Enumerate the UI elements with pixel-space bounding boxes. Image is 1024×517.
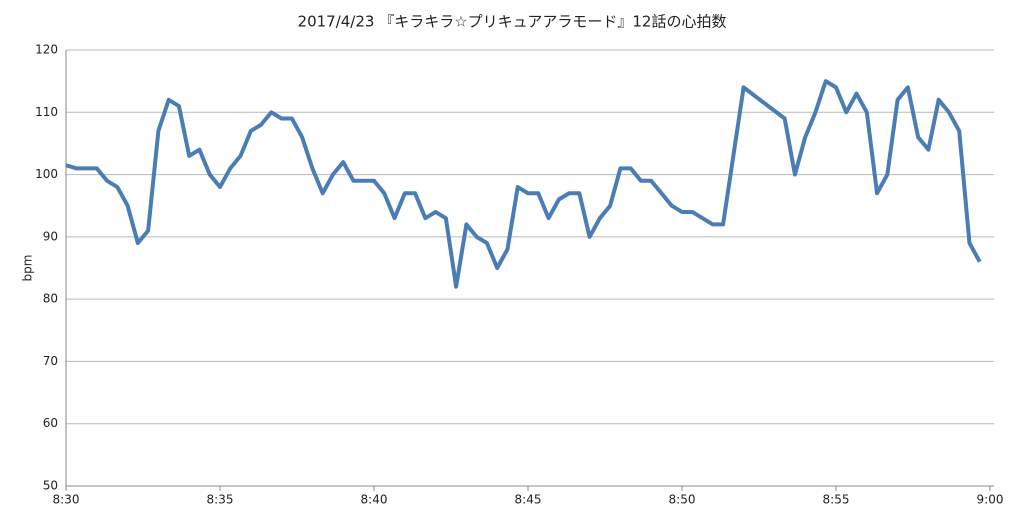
y-tick-label: 90	[43, 229, 58, 243]
x-tick-label: 8:40	[361, 493, 388, 507]
y-tick-label: 110	[35, 105, 58, 119]
chart-title: 2017/4/23 『キラキラ☆プリキュアアラモード』12話の心拍数	[298, 13, 727, 31]
y-tick-label: 100	[35, 167, 58, 181]
x-tick-label: 9:00	[977, 493, 1004, 507]
x-tick-label: 8:50	[669, 493, 696, 507]
line-series	[65, 79, 982, 289]
y-tick-label: 80	[43, 292, 58, 306]
y-axis-label: bpm	[21, 255, 35, 282]
x-tick-label: 8:30	[53, 493, 80, 507]
x-tick-label: 8:45	[515, 493, 542, 507]
y-tick-label: 60	[43, 416, 58, 430]
x-tick-label: 8:55	[823, 493, 850, 507]
y-tick-label: 50	[43, 479, 58, 493]
y-tick-label: 120	[35, 43, 58, 57]
x-tick-label: 8:35	[207, 493, 234, 507]
y-tick-label: 70	[43, 354, 58, 368]
